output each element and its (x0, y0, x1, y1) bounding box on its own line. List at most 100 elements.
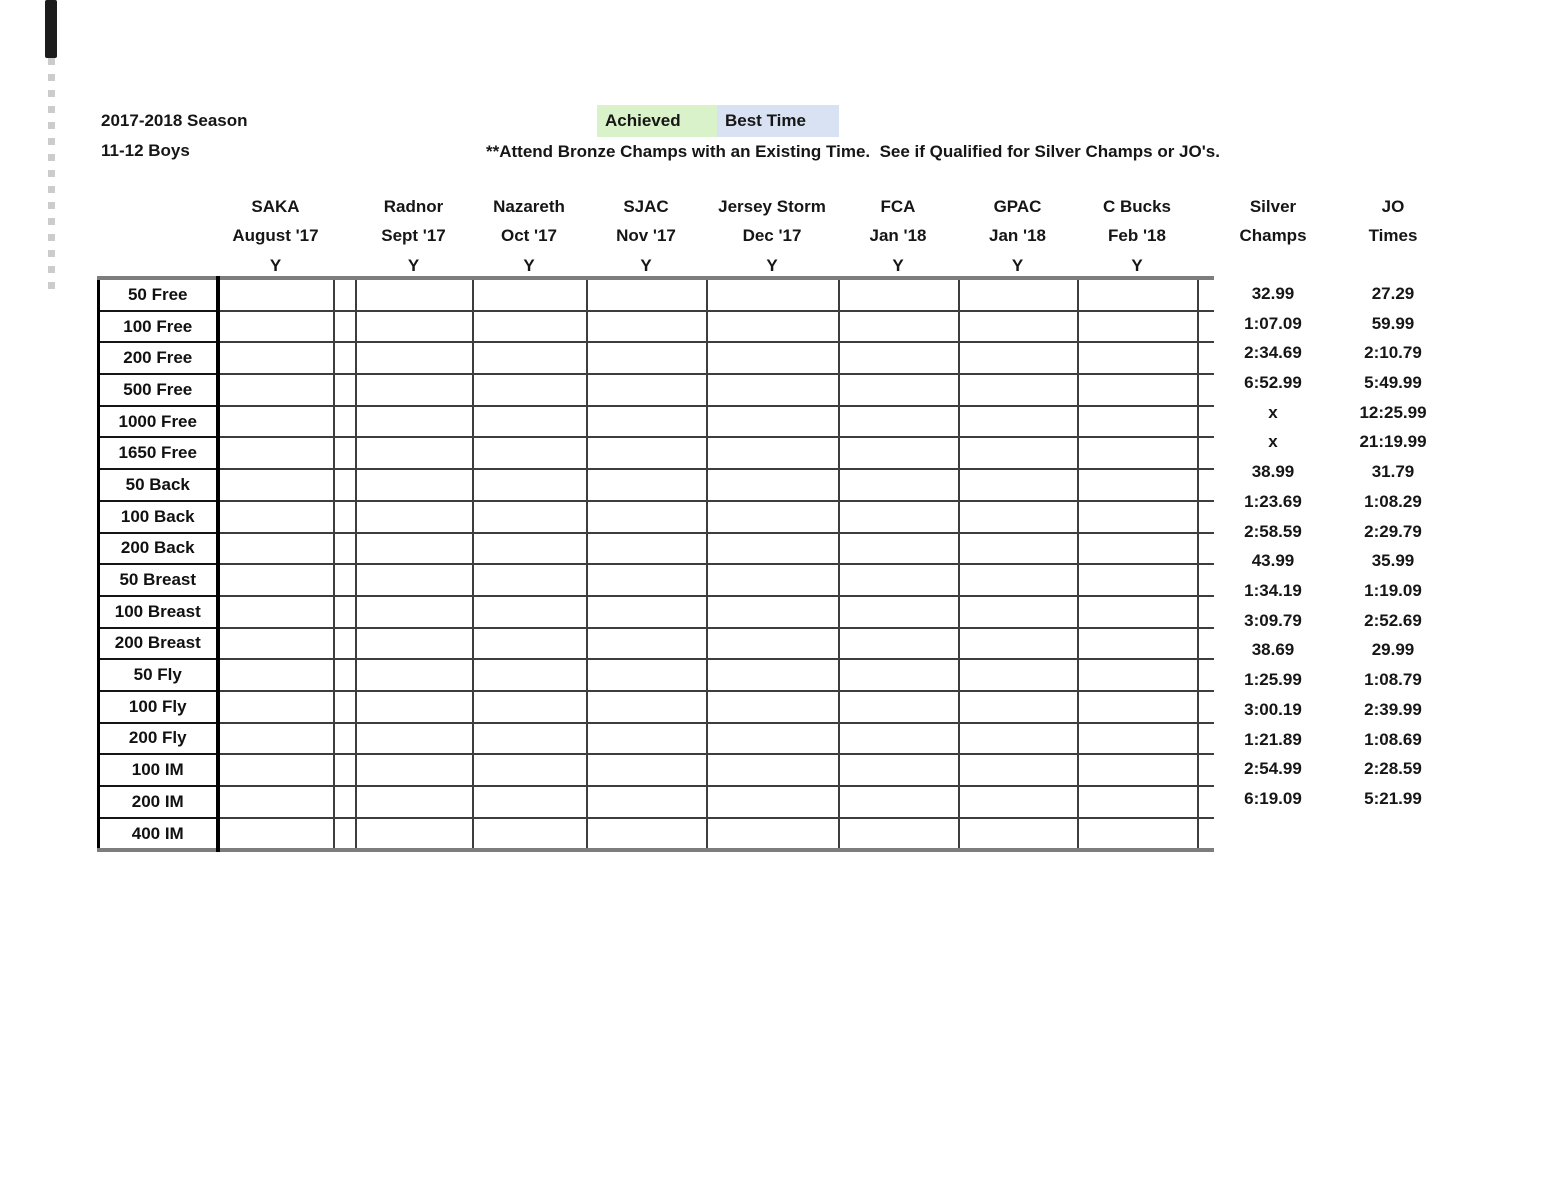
meet-time-cell (585, 594, 708, 629)
meet-time-cell (705, 436, 840, 471)
scan-artifact-mark (45, 0, 57, 58)
jo-time: 59.99 (1371, 313, 1415, 333)
gridline-overhang (1197, 722, 1214, 756)
meet-course: Y (1011, 256, 1024, 275)
meet-time-cell (585, 404, 708, 439)
gridline-overhang (1197, 754, 1214, 787)
age-group-title: 11-12 Boys (101, 141, 190, 160)
meet-time-cell (957, 531, 1079, 566)
meet-time-cell (1076, 341, 1199, 376)
meet-time-cell (471, 309, 588, 344)
meet-time-cell (585, 563, 708, 597)
event-row: 200 Free (97, 341, 1214, 376)
gridline-overhang (1197, 659, 1214, 692)
meet-time-cell (957, 404, 1079, 439)
event-label-cell: 100 Free (97, 309, 220, 344)
meet-time-cell (216, 563, 335, 597)
meet-name: GPAC (993, 197, 1042, 216)
event-row: 100 Back (97, 499, 1214, 534)
gridline-overhang (1197, 342, 1214, 376)
meet-date: Sept '17 (381, 226, 446, 245)
meet-time-cell (837, 785, 960, 819)
meet-time-cell (585, 277, 708, 312)
event-label-cell: 1000 Free (97, 404, 220, 439)
meet-time-cell (957, 309, 1079, 344)
meet-time-cell (354, 499, 474, 534)
meet-time-cell (585, 689, 708, 724)
season-title: 2017-2018 Season (101, 111, 248, 130)
meet-time-cell (957, 658, 1079, 692)
meet-time-cell (705, 373, 840, 407)
meet-time-cell (837, 721, 960, 756)
meet-time-cell (1076, 277, 1199, 312)
gutter-cell (332, 277, 357, 312)
meet-time-cell (957, 341, 1079, 376)
meet-time-cell (1076, 531, 1199, 566)
jo-time: 2:10.79 (1364, 343, 1422, 363)
meet-time-cell (1076, 658, 1199, 692)
jo-time: 35.99 (1371, 551, 1415, 571)
events-grid: 50 Free 100 Free 200 Free (97, 276, 1214, 853)
silver-champs-time: 2:54.99 (1244, 759, 1302, 779)
meet-time-cell (957, 626, 1079, 661)
meet-time-cell (957, 436, 1079, 471)
meet-time-cell (705, 468, 840, 502)
gridline-overhang (1197, 374, 1214, 407)
meet-time-cell (354, 594, 474, 629)
meet-time-cell (837, 341, 960, 376)
meet-time-cell (837, 563, 960, 597)
event-label-cell: 1650 Free (97, 436, 220, 471)
gutter-cell (332, 785, 357, 819)
jo-time: 2:39.99 (1364, 699, 1422, 719)
meet-time-cell (837, 277, 960, 312)
meet-time-cell (705, 309, 840, 344)
event-label-cell: 50 Back (97, 468, 220, 502)
event-label-cell: 100 Breast (97, 594, 220, 629)
meet-date: Nov '17 (616, 226, 676, 245)
gridline-overhang (1197, 595, 1214, 629)
meet-time-cell (837, 404, 960, 439)
jo-time: 2:28.59 (1364, 759, 1422, 779)
legend-achieved: Achieved (597, 105, 717, 137)
event-row: 50 Fly (97, 658, 1214, 692)
jo-time: 31.79 (1371, 462, 1415, 482)
meet-time-cell (585, 658, 708, 692)
meet-date: August '17 (232, 226, 319, 245)
meet-time-cell (216, 499, 335, 534)
meet-time-cell (585, 341, 708, 376)
silver-champs-time: 38.69 (1251, 640, 1295, 660)
meet-time-cell (471, 816, 588, 852)
jo-time: 5:21.99 (1364, 789, 1422, 809)
meet-name: Radnor (383, 197, 444, 216)
meet-time-cell (585, 785, 708, 819)
meet-time-cell (471, 499, 588, 534)
meet-time-cell (354, 373, 474, 407)
gridline-overhang (1197, 690, 1214, 724)
event-row: 100 Free (97, 309, 1214, 344)
event-row: 50 Back (97, 468, 1214, 502)
silver-champs-time: 1:07.09 (1244, 313, 1302, 333)
meet-time-cell (837, 689, 960, 724)
event-label-cell: 100 Fly (97, 689, 220, 724)
meet-time-cell (216, 277, 335, 312)
meet-time-cell (705, 626, 840, 661)
meet-name: C Bucks (1102, 197, 1172, 216)
qualification-header-line2: Times (1368, 226, 1418, 245)
meet-time-cell (216, 468, 335, 502)
meet-course: Y (269, 256, 282, 275)
meet-course: Y (766, 256, 778, 275)
meet-time-cell (354, 816, 474, 852)
gridline-overhang (1197, 405, 1214, 439)
meet-time-cell (471, 689, 588, 724)
meet-time-cell (1076, 816, 1199, 852)
silver-champs-time: 3:00.19 (1244, 699, 1302, 719)
meet-time-cell (957, 594, 1079, 629)
event-row: 400 IM (97, 816, 1214, 852)
meet-date: Dec '17 (742, 226, 802, 245)
meet-time-cell (705, 658, 840, 692)
meet-name: SAKA (251, 197, 300, 216)
meet-time-cell (1076, 689, 1199, 724)
meet-time-cell (216, 721, 335, 756)
event-row: 1000 Free (97, 404, 1214, 439)
meet-time-cell (216, 753, 335, 787)
